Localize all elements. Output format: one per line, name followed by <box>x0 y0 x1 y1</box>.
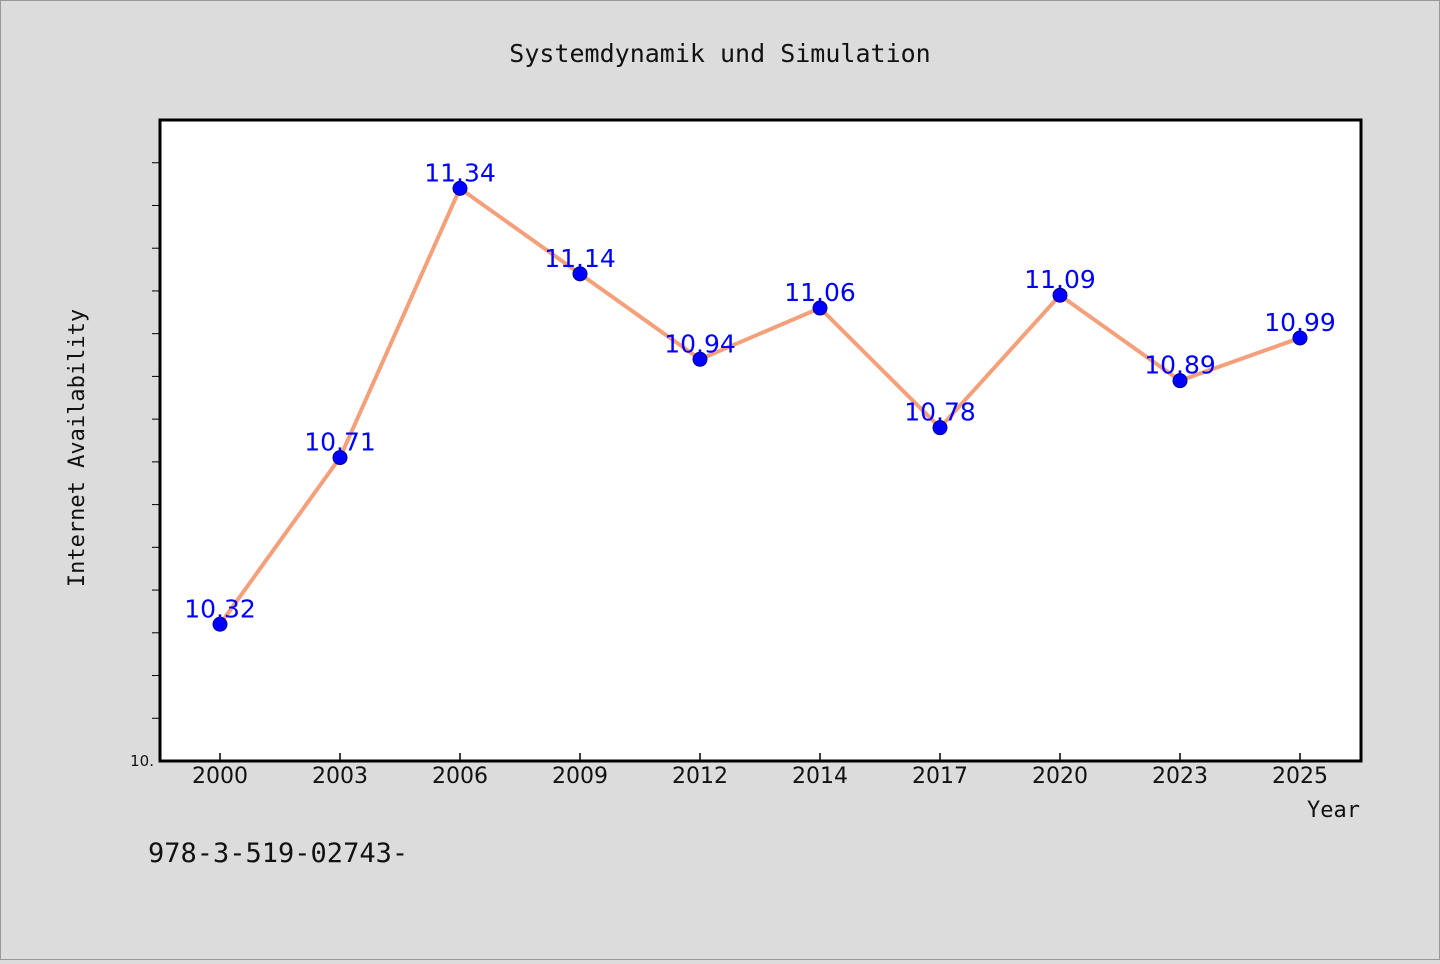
x-tick-label: 2000 <box>192 764 248 789</box>
data-label: 11.14 <box>544 244 616 273</box>
data-label: 10.89 <box>1144 351 1216 380</box>
data-label-layer: 10.32 10.71 11.34 11.14 10.94 11.06 10.78 11.09… <box>184 158 1336 623</box>
data-point <box>932 420 948 436</box>
isbn-footer: 978-3-519-02743- <box>148 838 408 869</box>
data-label: 10.94 <box>664 329 736 358</box>
x-tick-label: 2023 <box>1152 764 1208 789</box>
x-tick-label: 2025 <box>1272 764 1328 789</box>
data-point <box>1292 330 1308 346</box>
data-label: 10.32 <box>184 594 256 623</box>
data-label: 11.34 <box>424 158 496 187</box>
x-tick-label: 2003 <box>312 764 368 789</box>
x-tick-label: 2014 <box>792 764 848 789</box>
data-point <box>212 616 228 632</box>
data-point <box>812 300 828 316</box>
data-label: 10.71 <box>304 428 376 457</box>
x-tick-label: 2012 <box>672 764 728 789</box>
data-point <box>332 450 348 466</box>
y-axis-label: Internet Availability <box>65 309 90 587</box>
chart-title: Systemdynamik und Simulation <box>509 39 930 68</box>
x-tick-label: 2006 <box>432 764 488 789</box>
data-label: 10.99 <box>1264 308 1336 337</box>
plot-area <box>160 120 1361 761</box>
x-tick-label: 2020 <box>1032 764 1088 789</box>
y-tick-label-min: 10. <box>130 752 154 770</box>
data-point <box>1052 287 1068 303</box>
data-point <box>1172 373 1188 389</box>
data-point <box>692 351 708 367</box>
series-layer <box>212 180 1308 632</box>
data-point <box>572 266 588 282</box>
series-line <box>218 186 1302 627</box>
x-tick-label: 2017 <box>912 764 968 789</box>
x-tick-label: 2009 <box>552 764 608 789</box>
x-axis-label: Year <box>1307 798 1360 823</box>
data-label: 10.78 <box>904 398 976 427</box>
data-label: 11.09 <box>1024 265 1096 294</box>
data-label: 11.06 <box>784 278 856 307</box>
plot-frame <box>158 118 1363 763</box>
x-axis-ticks: 2000 2003 2006 2009 2012 2014 2017 2020 2023 2025 <box>192 753 1328 789</box>
data-point <box>452 180 468 196</box>
